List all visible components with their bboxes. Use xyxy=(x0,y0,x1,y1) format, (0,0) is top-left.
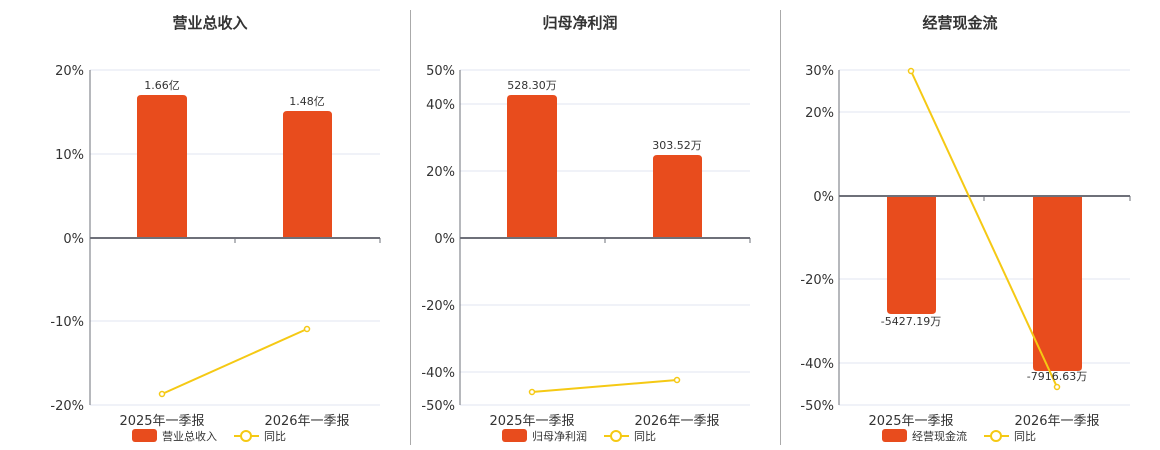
legend-bar-swatch xyxy=(502,429,527,442)
gridlines xyxy=(839,69,1130,406)
svg-text:-40%: -40% xyxy=(421,366,455,381)
svg-text:0%: 0% xyxy=(63,232,84,247)
legend[interactable]: 营业总收入 同比 xyxy=(132,429,286,443)
yoy-point-2025q1[interactable] xyxy=(907,67,915,75)
svg-text:-10%: -10% xyxy=(50,315,84,330)
yoy-point-2026q1[interactable] xyxy=(673,376,681,384)
x-label-2025q1: 2025年一季报 xyxy=(489,414,574,429)
yoy-point-2026q1[interactable] xyxy=(1053,383,1061,391)
bar-label-2025q1: 528.30万 xyxy=(507,79,557,92)
svg-text:-20%: -20% xyxy=(421,299,455,314)
yoy-line xyxy=(161,328,308,395)
panel-divider-1 xyxy=(410,10,411,445)
bar-2026q1[interactable] xyxy=(1033,196,1082,371)
bar-label-2026q1: -7916.63万 xyxy=(1027,370,1087,383)
svg-text:10%: 10% xyxy=(55,148,84,163)
bar-2025q1[interactable] xyxy=(507,95,557,238)
x-label-2026q1: 2026年一季报 xyxy=(264,414,349,429)
legend-bar-label: 经营现金流 xyxy=(912,429,967,443)
chart-title-operating-cash-flow: 经营现金流 xyxy=(922,14,998,32)
yoy-line xyxy=(531,379,678,393)
legend-line-icon xyxy=(990,430,1002,442)
svg-text:0%: 0% xyxy=(813,190,834,205)
y-tick-labels: 50% 40% 20% 0% -20% -40% -50% xyxy=(421,64,455,414)
legend[interactable]: 经营现金流 同比 xyxy=(882,429,1036,443)
bar-2025q1[interactable] xyxy=(887,196,936,314)
svg-text:40%: 40% xyxy=(426,98,455,113)
svg-text:20%: 20% xyxy=(55,64,84,79)
yoy-point-2026q1[interactable] xyxy=(303,325,311,333)
bar-label-2026q1: 303.52万 xyxy=(652,139,702,152)
legend-line-label: 同比 xyxy=(1014,430,1036,443)
bar-2025q1[interactable] xyxy=(137,95,187,238)
bar-label-2025q1: 1.66亿 xyxy=(144,79,180,92)
svg-text:0%: 0% xyxy=(434,232,455,247)
yoy-line xyxy=(910,70,1058,388)
legend-line-icon xyxy=(610,430,622,442)
x-label-2026q1: 2026年一季报 xyxy=(1014,414,1099,429)
x-label-2025q1: 2025年一季报 xyxy=(119,414,204,429)
y-tick-labels: 30% 20% 0% -20% -40% -50% xyxy=(800,64,834,414)
bar-label-2026q1: 1.48亿 xyxy=(289,95,325,108)
svg-text:30%: 30% xyxy=(805,64,834,79)
legend-line-icon xyxy=(240,430,252,442)
bar-2026q1[interactable] xyxy=(653,155,702,238)
svg-text:-20%: -20% xyxy=(800,273,834,288)
legend-bar-label: 归母净利润 xyxy=(532,429,587,443)
svg-text:-40%: -40% xyxy=(800,357,834,372)
chart-title-revenue: 营业总收入 xyxy=(172,14,248,32)
legend-line-label: 同比 xyxy=(634,430,656,443)
y-tick-labels: 20% 10% 0% -10% -20% xyxy=(50,64,84,414)
yoy-point-2025q1[interactable] xyxy=(528,388,536,396)
legend-bar-swatch xyxy=(132,429,157,442)
legend-bar-swatch xyxy=(882,429,907,442)
legend-line-label: 同比 xyxy=(264,430,286,443)
legend-bar-label: 营业总收入 xyxy=(162,429,217,443)
x-label-2026q1: 2026年一季报 xyxy=(634,414,719,429)
svg-text:20%: 20% xyxy=(805,106,834,121)
svg-text:20%: 20% xyxy=(426,165,455,180)
bar-2026q1[interactable] xyxy=(283,111,332,238)
x-label-2025q1: 2025年一季报 xyxy=(868,414,953,429)
svg-text:50%: 50% xyxy=(426,64,455,79)
bar-label-2025q1: -5427.19万 xyxy=(881,315,941,328)
svg-text:-20%: -20% xyxy=(50,399,84,414)
chart-revenue: 20% 10% 0% -10% -20% 1.66亿 1.48亿 2025年一季… xyxy=(50,64,381,443)
svg-text:-50%: -50% xyxy=(800,399,834,414)
chart-title-net-profit: 归母净利润 xyxy=(542,14,618,32)
legend[interactable]: 归母净利润 同比 xyxy=(502,429,656,443)
svg-text:-50%: -50% xyxy=(421,399,455,414)
panel-divider-2 xyxy=(780,10,781,445)
chart-net-profit: 50% 40% 20% 0% -20% -40% -50% 528.30万 30… xyxy=(421,64,751,443)
yoy-point-2025q1[interactable] xyxy=(158,390,166,398)
